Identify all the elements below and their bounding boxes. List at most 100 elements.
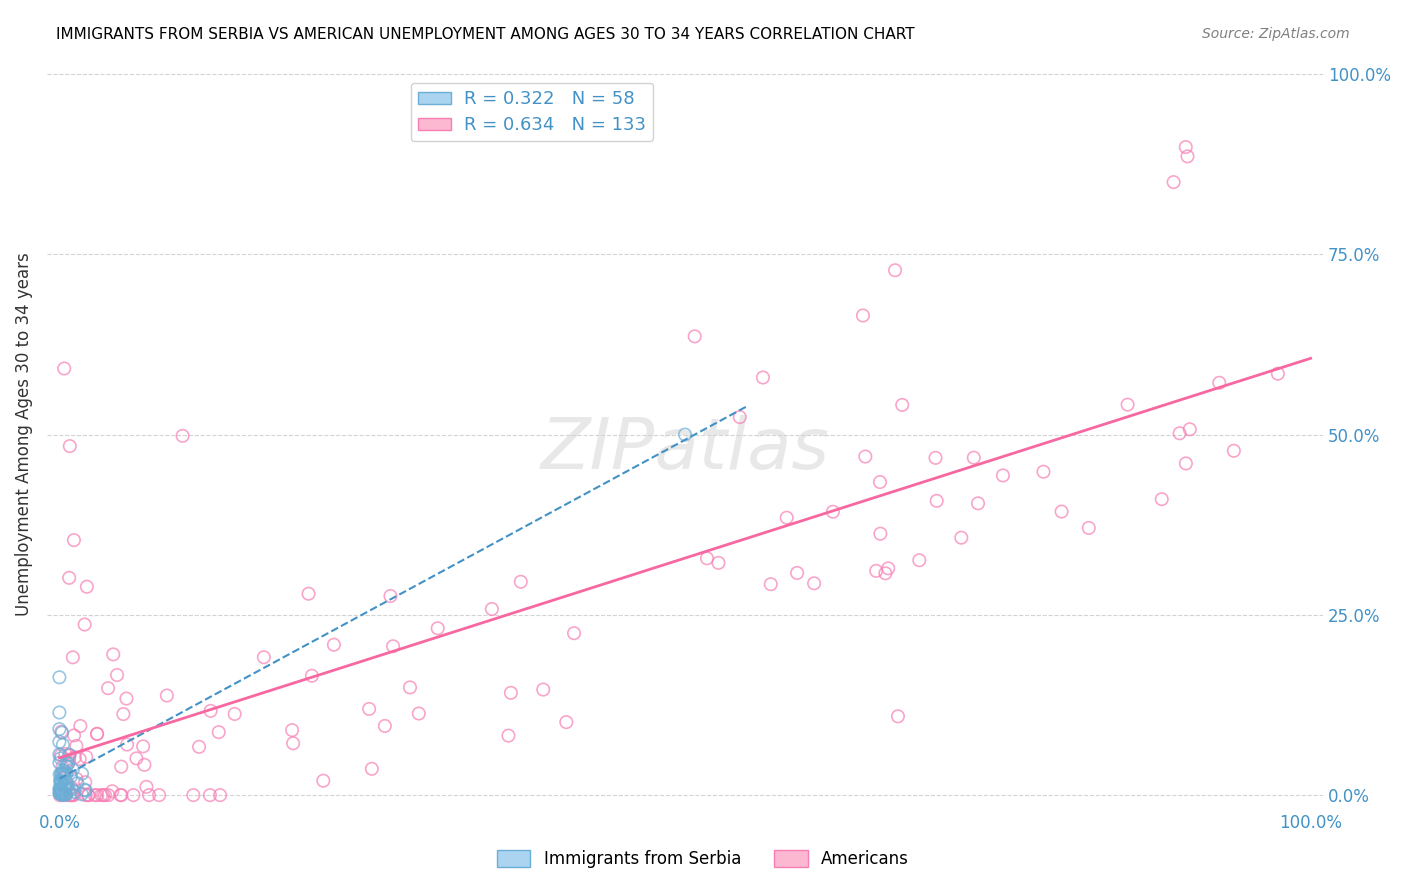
Point xyxy=(59,788,82,802)
Point xyxy=(869,475,891,489)
Point xyxy=(1267,367,1289,381)
Point xyxy=(673,427,696,442)
Point xyxy=(86,727,108,741)
Point xyxy=(1223,443,1246,458)
Point xyxy=(209,788,232,802)
Point xyxy=(58,747,80,762)
Point xyxy=(77,788,100,802)
Point xyxy=(853,450,876,464)
Point xyxy=(380,589,402,603)
Point xyxy=(891,398,914,412)
Point xyxy=(48,747,70,762)
Point xyxy=(908,553,931,567)
Point xyxy=(56,778,79,792)
Point xyxy=(53,780,76,794)
Point xyxy=(967,496,990,510)
Point xyxy=(60,780,83,795)
Point xyxy=(1177,149,1199,163)
Point xyxy=(49,783,72,797)
Point xyxy=(110,788,132,802)
Point xyxy=(884,263,907,277)
Point xyxy=(786,566,808,580)
Point xyxy=(115,691,138,706)
Point xyxy=(52,766,75,780)
Point xyxy=(950,531,973,545)
Point xyxy=(51,725,73,739)
Legend: R = 0.322   N = 58, R = 0.634   N = 133: R = 0.322 N = 58, R = 0.634 N = 133 xyxy=(411,83,652,141)
Point xyxy=(70,787,93,801)
Point xyxy=(51,760,73,774)
Point xyxy=(156,689,179,703)
Point xyxy=(60,782,83,797)
Point xyxy=(91,788,114,802)
Point xyxy=(1208,376,1230,390)
Point xyxy=(48,735,70,749)
Point xyxy=(297,587,319,601)
Point xyxy=(48,784,70,798)
Point xyxy=(509,574,531,589)
Point xyxy=(776,510,799,524)
Point xyxy=(312,773,335,788)
Point xyxy=(360,762,382,776)
Point xyxy=(115,738,138,752)
Legend: Immigrants from Serbia, Americans: Immigrants from Serbia, Americans xyxy=(491,843,915,875)
Point xyxy=(562,626,585,640)
Point xyxy=(51,786,73,800)
Point xyxy=(83,788,105,802)
Point xyxy=(1150,492,1173,507)
Point xyxy=(991,468,1014,483)
Point xyxy=(53,770,76,784)
Point xyxy=(94,788,117,802)
Point xyxy=(73,782,96,797)
Point xyxy=(103,648,125,662)
Point xyxy=(75,750,97,764)
Point xyxy=(56,775,79,789)
Point xyxy=(51,724,73,739)
Point xyxy=(728,410,751,425)
Point xyxy=(49,775,72,789)
Point xyxy=(181,788,204,802)
Point xyxy=(65,772,87,786)
Point xyxy=(73,617,96,632)
Point xyxy=(172,429,194,443)
Point xyxy=(49,787,72,801)
Point xyxy=(53,787,76,801)
Point xyxy=(55,766,77,780)
Point xyxy=(696,551,718,566)
Point xyxy=(52,779,75,793)
Point xyxy=(63,728,86,742)
Point xyxy=(105,668,128,682)
Point xyxy=(322,638,344,652)
Point xyxy=(148,788,170,802)
Point xyxy=(852,309,875,323)
Point xyxy=(58,748,80,763)
Point xyxy=(48,788,70,802)
Point xyxy=(75,783,97,797)
Point xyxy=(52,771,75,785)
Point xyxy=(359,702,381,716)
Point xyxy=(52,787,75,801)
Point xyxy=(97,788,120,802)
Point xyxy=(55,781,77,796)
Point xyxy=(138,788,160,802)
Point xyxy=(62,763,84,777)
Point xyxy=(51,781,73,796)
Point xyxy=(803,576,825,591)
Point xyxy=(63,785,86,799)
Point xyxy=(53,788,76,802)
Point xyxy=(1050,505,1073,519)
Point xyxy=(58,753,80,767)
Point xyxy=(49,767,72,781)
Point xyxy=(408,706,430,721)
Point xyxy=(531,682,554,697)
Point xyxy=(49,785,72,799)
Point xyxy=(51,788,73,802)
Point xyxy=(53,764,76,779)
Point xyxy=(63,533,86,548)
Point xyxy=(1168,426,1191,441)
Point xyxy=(63,750,86,764)
Point xyxy=(198,788,221,802)
Text: ZIPatlas: ZIPatlas xyxy=(540,415,830,484)
Point xyxy=(62,788,84,802)
Point xyxy=(49,786,72,800)
